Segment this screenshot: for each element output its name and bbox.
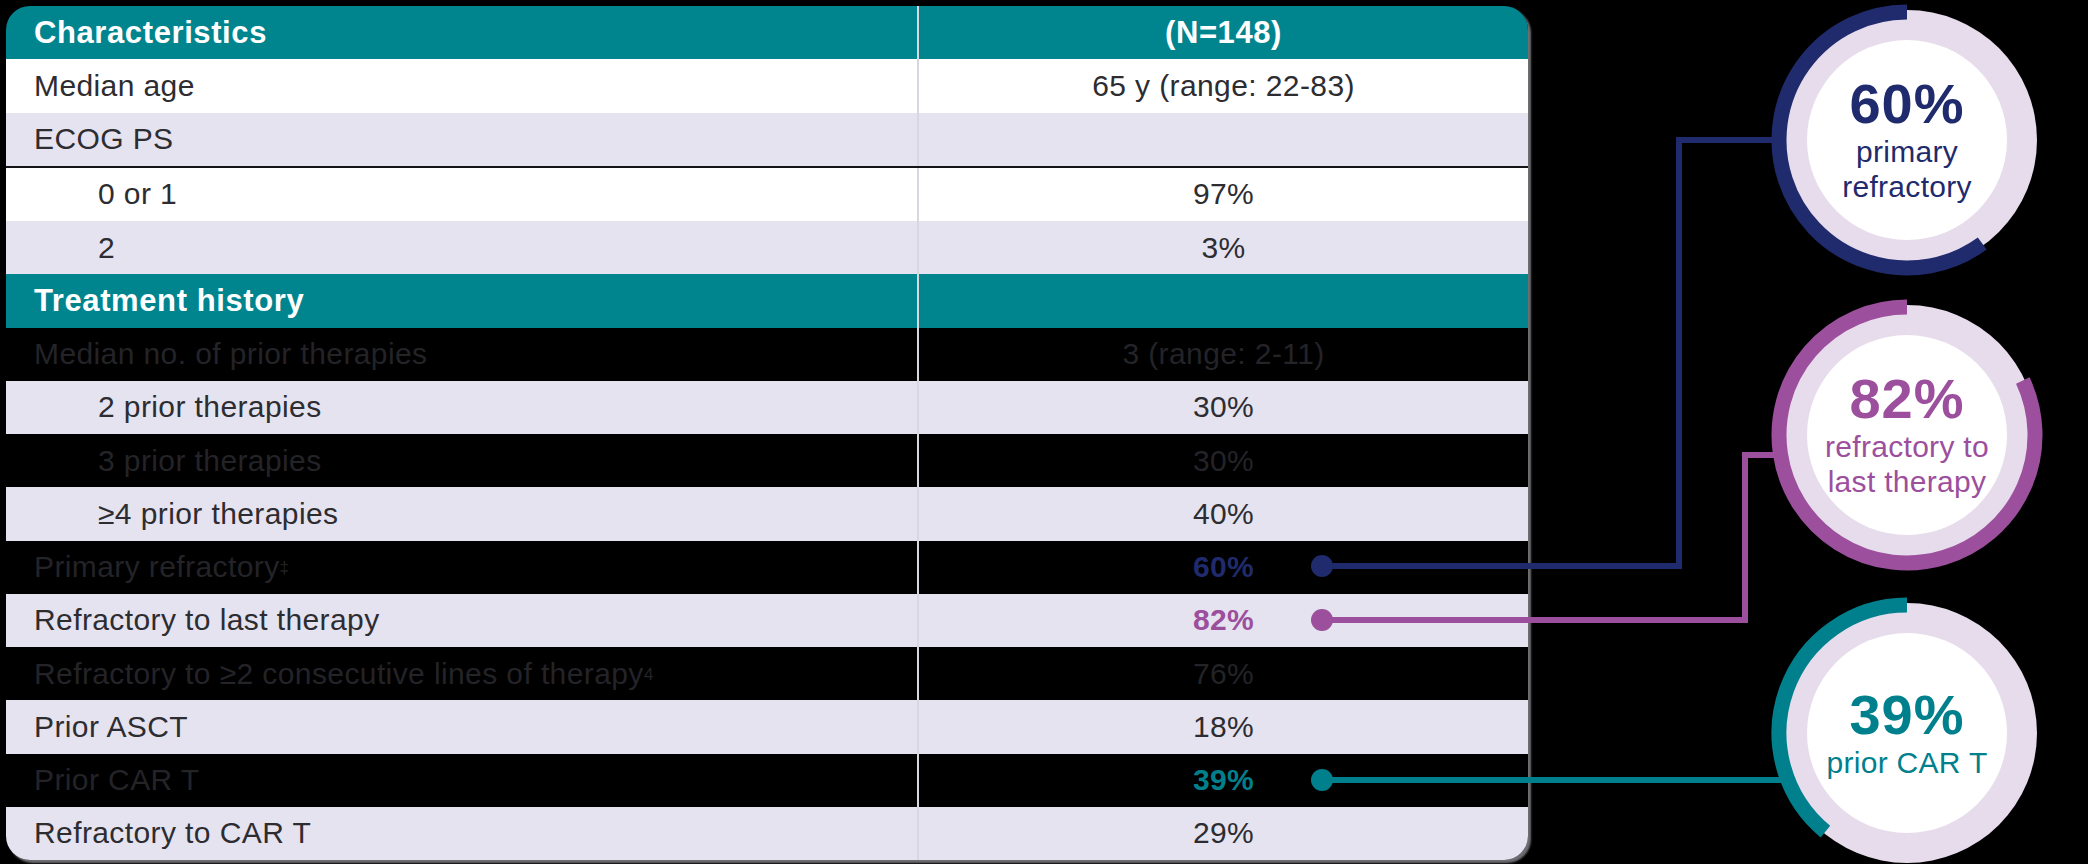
donut-chart-refractory-to-last-therapy: 82%refractory tolast therapy [1762,290,2052,580]
row-value: (N=148) [917,6,1528,59]
row-value: 97% [917,168,1528,221]
donut-percentage: 39% [1849,686,1964,745]
row-label: 0 or 1 [98,177,177,211]
table-row: Refractory to last therapy82% [6,594,1528,647]
row-value [917,274,1528,327]
row-label: Prior ASCT [34,710,188,744]
row-label: ECOG PS [34,122,174,156]
row-label: Characteristics [34,15,267,51]
donut-text: 60%primaryrefractory [1802,35,2012,245]
row-value: 76% [917,647,1528,700]
row-value: 3 (range: 2-11) [917,328,1528,381]
table-row: Refractory to CAR T 29% [6,807,1528,860]
donut-text: 82%refractory tolast therapy [1802,330,2012,540]
purple-connector-line-horizontal-lower [1322,617,1748,623]
row-label: 3 prior therapies [98,444,322,478]
row-label: ≥4 prior therapies [98,497,338,531]
teal-connector-line-horizontal [1322,777,1800,783]
donut-label-line: refractory [1842,169,1972,204]
table-row: Refractory to ≥2 consecutive lines of th… [6,647,1528,700]
donut-percentage: 82% [1849,370,1964,429]
row-label: 2 prior therapies [98,390,322,424]
row-value: 29% [917,807,1528,860]
characteristics-table: Characteristics (N=148) Median age 65 y (ra… [6,6,1528,860]
table-row: ≥4 prior therapies 40% [6,487,1528,540]
row-label: Treatment history [34,283,304,319]
teal-connector-dot [1311,769,1333,791]
table-section-header-row: Treatment history [6,274,1528,327]
table-row: Prior CAR T39% [6,754,1528,807]
table-row: Median age 65 y (range: 22-83) [6,59,1528,112]
table-section-header-row: Characteristics (N=148) [6,6,1528,59]
table-row: Median no. of prior therapies 3 (range: 2… [6,328,1528,381]
row-value: 18% [917,700,1528,753]
row-label: Refractory to last therapy [34,603,380,637]
donut-chart-primary-refractory: 60%primaryrefractory [1762,0,2052,285]
row-label: Refractory to ≥2 consecutive lines of th… [34,657,644,691]
navy-connector-line-vertical [1676,137,1682,569]
table-row: 3 prior therapies 30% [6,434,1528,487]
donut-text: 39%prior CAR T [1802,628,2012,838]
row-label: Primary refractory [34,550,280,584]
row-value [917,113,1528,166]
row-label: 2 [98,231,115,265]
figure-canvas: Characteristics (N=148) Median age 65 y (ra… [0,0,2088,864]
donut-percentage: 60% [1849,75,1964,134]
purple-connector-line-vertical [1742,452,1748,623]
purple-connector-dot [1311,609,1333,631]
row-label: Prior CAR T [34,763,200,797]
table-row: 0 or 1 97% [6,168,1528,221]
row-value: 65 y (range: 22-83) [917,59,1528,112]
table-row: 2 prior therapies 30% [6,381,1528,434]
table-row: ECOG PS [6,113,1528,168]
navy-connector-dot [1311,555,1333,577]
row-label: Refractory to CAR T [34,816,311,850]
donut-label-line: last therapy [1828,464,1987,499]
row-value: 30% [917,434,1528,487]
donut-label-line: primary [1856,134,1958,169]
table-row: Prior ASCT 18% [6,700,1528,753]
donut-label-line: refractory to [1825,429,1989,464]
donut-label-line: prior CAR T [1826,745,1987,780]
table-row: Primary refractory‡60% [6,541,1528,594]
donut-chart-prior-CAR-T: 39%prior CAR T [1762,588,2052,864]
row-label: Median no. of prior therapies [34,337,428,371]
row-value: 30% [917,381,1528,434]
navy-connector-line-horizontal-lower [1322,563,1682,569]
row-label: Median age [34,69,195,103]
row-value: 3% [917,221,1528,274]
row-value: 40% [917,487,1528,540]
table-row: 2 3% [6,221,1528,274]
